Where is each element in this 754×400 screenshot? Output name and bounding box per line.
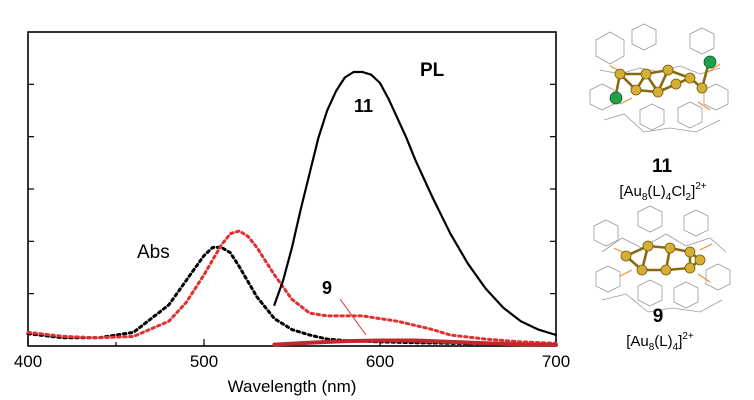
annotation-9: 9 <box>322 278 332 298</box>
structure-11-image <box>589 23 729 133</box>
structure-9-label: 9 <box>653 306 664 327</box>
series-pl-11 <box>273 70 558 337</box>
x-tick-label-700: 700 <box>542 352 570 371</box>
annotation-abs: Abs <box>137 242 170 263</box>
annotation-pl: PL <box>420 60 445 81</box>
x-tick-label-400: 400 <box>14 352 42 371</box>
x-tick-label-500: 500 <box>190 352 218 371</box>
series-abs-11 <box>26 245 558 347</box>
annotation-9-pointer <box>339 298 367 336</box>
structure-9-formula: [Au8(L)4]2+ <box>626 331 694 353</box>
annotation-11: 11 <box>354 96 373 116</box>
series-pl-9 <box>272 338 558 347</box>
axis-ticks <box>27 83 557 346</box>
structure-11-label: 11 <box>652 156 673 177</box>
structure-11-formula: [Au8(L)4Cl2]2+ <box>619 181 706 203</box>
series-layer <box>26 70 558 347</box>
structure-9-image <box>593 205 731 313</box>
series-abs-9 <box>26 229 558 345</box>
x-tick-label-600: 600 <box>366 352 394 371</box>
x-axis-label: Wavelength (nm) <box>228 377 357 396</box>
